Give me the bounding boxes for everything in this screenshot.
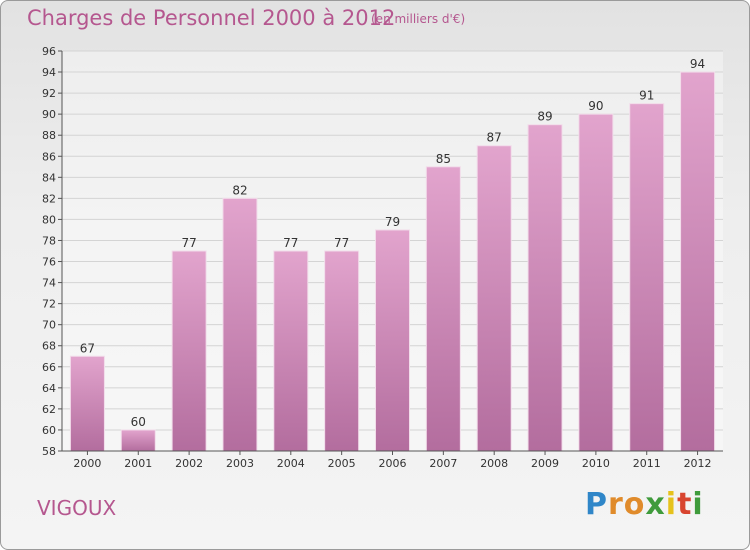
x-tick-label: 2008 (480, 457, 508, 470)
x-tick-label: 2011 (633, 457, 661, 470)
axes (58, 50, 723, 455)
y-tick-label: 88 (42, 129, 56, 142)
data-label: 77 (283, 236, 298, 250)
bar (425, 166, 461, 452)
y-tick-label: 78 (42, 234, 56, 247)
data-label: 87 (487, 131, 502, 145)
y-tick-label: 68 (42, 340, 56, 353)
y-tick-label: 64 (42, 382, 56, 395)
bar (120, 429, 156, 452)
data-label: 90 (588, 99, 603, 113)
x-tick-label: 2004 (277, 457, 305, 470)
y-tick-label: 86 (42, 150, 56, 163)
y-tick-label: 58 (42, 445, 56, 458)
y-tick-label: 70 (42, 319, 56, 332)
bar (629, 103, 665, 452)
y-tick-label: 80 (42, 213, 56, 226)
chart-subtitle: (en milliers d'€) (371, 12, 466, 26)
data-label: 77 (181, 236, 196, 250)
bar (375, 229, 410, 452)
bar (527, 124, 563, 452)
bar (680, 71, 716, 452)
data-label: 94 (690, 57, 705, 71)
data-label: 89 (537, 110, 552, 124)
y-tick-label: 84 (42, 171, 56, 184)
y-tick-label: 66 (42, 361, 56, 374)
data-label: 82 (232, 183, 247, 197)
y-tick-label: 62 (42, 403, 56, 416)
x-tick-label: 2006 (379, 457, 407, 470)
data-label: 79 (385, 215, 400, 229)
bar (578, 113, 614, 452)
bars (69, 71, 716, 452)
bar (222, 197, 258, 452)
y-tick-label: 94 (42, 66, 56, 79)
x-tick-label: 2007 (429, 457, 457, 470)
x-tick-label: 2000 (73, 457, 101, 470)
x-tick-label: 2009 (531, 457, 559, 470)
x-tick-label: 2002 (175, 457, 203, 470)
y-tick-label: 60 (42, 424, 56, 437)
bar (69, 355, 105, 452)
y-tick-label: 74 (42, 277, 56, 290)
x-tick-label: 2012 (684, 457, 712, 470)
data-label: 67 (80, 341, 95, 355)
data-label: 85 (436, 152, 451, 166)
bar (324, 250, 360, 452)
labels: 58 60 62 64 66 68 70 72 74 76 78 80 82 84 86 88 90 92 94 96… (42, 45, 712, 470)
x-tick-label: 2001 (124, 457, 152, 470)
y-tick-label: 76 (42, 256, 56, 269)
chart-title: Charges de Personnel 2000 à 2012 (27, 6, 396, 30)
data-label: 60 (131, 415, 146, 429)
y-tick-label: 90 (42, 108, 56, 121)
y-tick-label: 82 (42, 192, 56, 205)
x-tick-label: 2003 (226, 457, 254, 470)
data-label: 77 (334, 236, 349, 250)
x-tick-label: 2010 (582, 457, 610, 470)
y-tick-label: 92 (42, 87, 56, 100)
bar (476, 145, 512, 452)
place-name: VIGOUX (37, 496, 117, 520)
bar (273, 250, 309, 452)
proxiti-logo[interactable]: Proxiti (585, 487, 704, 522)
y-tick-label: 72 (42, 298, 56, 311)
x-tick-label: 2005 (328, 457, 356, 470)
bar (171, 250, 207, 452)
data-label: 91 (639, 89, 654, 103)
y-tick-label: 96 (42, 45, 56, 58)
